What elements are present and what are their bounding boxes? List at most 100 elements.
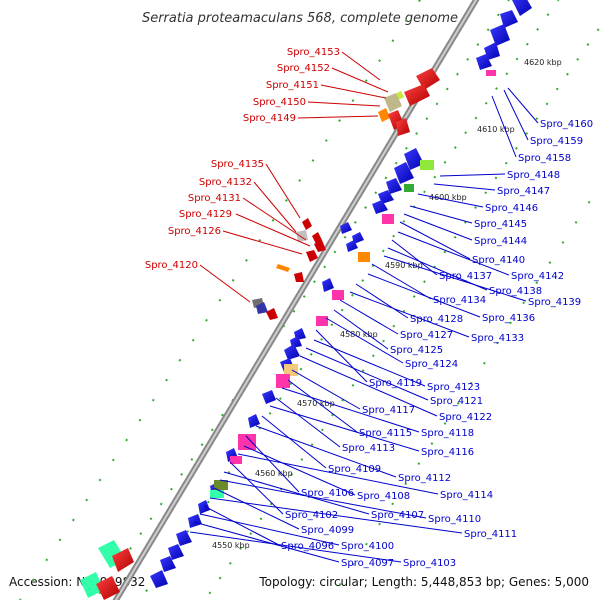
gene-label[interactable]: Spro_4119	[369, 378, 422, 389]
gene-label[interactable]: Spro_4121	[430, 396, 483, 407]
gene-spro-4112-pink[interactable]	[230, 456, 242, 464]
gene-spro-4146[interactable]	[386, 178, 402, 194]
gene-label[interactable]: Spro_4158	[518, 153, 571, 164]
gene-spro-4113[interactable]	[248, 414, 260, 428]
gene-label[interactable]: Spro_4100	[341, 541, 394, 552]
gene-label[interactable]: Spro_4123	[427, 382, 480, 393]
gene-label[interactable]: Spro_4122	[439, 412, 492, 423]
gene-spro-4131[interactable]	[312, 232, 322, 244]
gene-spro-4142[interactable]	[346, 240, 358, 252]
gene-label[interactable]: Spro_4112	[398, 473, 451, 484]
gene-label[interactable]: Spro_4108	[357, 491, 410, 502]
gene-spro-4158-pink[interactable]	[486, 70, 496, 76]
gene-spro-4140[interactable]	[352, 232, 364, 244]
gene-spro-4139-orange[interactable]	[358, 252, 370, 262]
gene-label[interactable]: Spro_4118	[421, 428, 474, 439]
gene-label[interactable]: Spro_4115	[359, 428, 412, 439]
gene-label[interactable]: Spro_4140	[472, 255, 525, 266]
gene-label[interactable]: Spro_4126	[168, 226, 221, 237]
gene-spro-4144[interactable]	[372, 200, 388, 214]
gene-spro-4117[interactable]	[262, 390, 276, 404]
gene-label[interactable]: Spro_4135	[211, 159, 264, 170]
gene-label[interactable]: Spro_4099	[301, 525, 354, 536]
gene-spro-4146-green[interactable]	[404, 184, 414, 192]
gene-label[interactable]: Spro_4117	[362, 405, 415, 416]
gene-spro-4100-mint[interactable]	[210, 490, 224, 498]
gene-spro-4128-pink[interactable]	[382, 214, 394, 224]
gene-spro-4149[interactable]	[378, 108, 390, 122]
gene-label[interactable]: Spro_4152	[277, 63, 330, 74]
gene-leader-line	[291, 369, 361, 410]
gene-label[interactable]: Spro_4128	[410, 314, 463, 325]
gene-spro-4150[interactable]	[384, 93, 402, 112]
gene-label[interactable]: Spro_4107	[371, 510, 424, 521]
gene-label[interactable]: Spro_4146	[485, 203, 538, 214]
gene-spro-4147[interactable]	[394, 162, 414, 184]
gene-label[interactable]: Spro_4129	[179, 209, 232, 220]
gene-label[interactable]: Spro_4103	[403, 558, 456, 569]
gene-label[interactable]: Spro_4096	[281, 541, 334, 552]
gene-label[interactable]: Spro_4125	[390, 345, 443, 356]
gene-leader-line	[507, 87, 539, 124]
gene-spro-4123-tan[interactable]	[284, 364, 298, 376]
gene-label[interactable]: Spro_4150	[253, 97, 306, 108]
gene-label[interactable]: Spro_4134	[433, 295, 486, 306]
gene-spro-4134[interactable]	[322, 278, 334, 292]
gene-spro-4114-pink[interactable]	[238, 434, 256, 450]
gene-label[interactable]: Spro_4124	[405, 359, 458, 370]
gene-label[interactable]: Spro_4102	[285, 510, 338, 521]
gene-label[interactable]: Spro_4127	[400, 330, 453, 341]
gene-spro-4152[interactable]	[404, 84, 430, 106]
gene-label[interactable]: Spro_4149	[243, 113, 296, 124]
gene-spro-4153[interactable]	[416, 68, 440, 90]
topology-summary: Topology: circular; Length: 5,448,853 bp…	[258, 575, 589, 589]
gene-label[interactable]: Spro_4148	[507, 170, 560, 181]
gene-label[interactable]: Spro_4109	[328, 464, 381, 475]
gene-label[interactable]: Spro_4144	[474, 236, 527, 247]
gene-spro-4099[interactable]	[188, 514, 202, 528]
gene-label[interactable]: Spro_4159	[530, 136, 583, 147]
gene-label[interactable]: Spro_4131	[188, 193, 241, 204]
gene-label[interactable]: Spro_4116	[421, 447, 474, 458]
gene-label[interactable]: Spro_4113	[342, 443, 395, 454]
gene-spro-4120[interactable]	[276, 264, 290, 272]
gene-label[interactable]: Spro_4111	[464, 529, 517, 540]
gene-label[interactable]: Spro_4114	[440, 490, 493, 501]
gene-label[interactable]: Spro_4139	[528, 297, 581, 308]
gene-spro-4135[interactable]	[302, 218, 312, 230]
gene-label[interactable]: Spro_4142	[511, 271, 564, 282]
left-gene-labels	[199, 51, 389, 303]
gene-spro-4137[interactable]	[340, 222, 352, 234]
gene-spro-4148[interactable]	[404, 148, 424, 170]
gene-spro-4126[interactable]	[306, 250, 318, 262]
gene-label[interactable]: Spro_4147	[497, 186, 550, 197]
gene-leader-line	[491, 95, 517, 158]
gene-spro-4160[interactable]	[512, 0, 532, 16]
gene-label[interactable]: Spro_4145	[474, 219, 527, 230]
gene-leader-line	[209, 497, 463, 534]
gene-label[interactable]: Spro_4120	[145, 260, 198, 271]
gene-spro-4102[interactable]	[198, 500, 210, 514]
gene-leader-line	[391, 239, 438, 276]
gene-label[interactable]: Spro_4138	[489, 286, 542, 297]
gene-label[interactable]: Spro_4136	[482, 313, 535, 324]
gene-label[interactable]: Spro_4106	[301, 488, 354, 499]
gene-spro-4125-pink[interactable]	[316, 316, 328, 326]
gene-spro-4147-lime[interactable]	[420, 160, 434, 170]
gene-label[interactable]: Spro_4133	[471, 333, 524, 344]
gene-spro-4159[interactable]	[500, 10, 518, 28]
gene-label[interactable]: Spro_4153	[287, 47, 340, 58]
gene-label[interactable]: Spro_4110	[428, 514, 481, 525]
gene-spro-4133-pink[interactable]	[332, 290, 344, 300]
gene-label[interactable]: Spro_4160	[540, 119, 593, 130]
gene-label[interactable]: Spro_4097	[341, 558, 394, 569]
gene-spro-4107-olive[interactable]	[214, 480, 228, 490]
gene-spro-4121-pink[interactable]	[276, 374, 290, 388]
gene-spro-4158[interactable]	[490, 24, 510, 46]
gene-label[interactable]: Spro_4137	[439, 271, 492, 282]
gene-spro-4096[interactable]	[176, 530, 192, 546]
gene-label[interactable]: Spro_4151	[266, 80, 319, 91]
gene-label[interactable]: Spro_4132	[199, 177, 252, 188]
gene-spro-4129[interactable]	[314, 240, 326, 252]
gene-spro-4124[interactable]	[284, 344, 300, 360]
